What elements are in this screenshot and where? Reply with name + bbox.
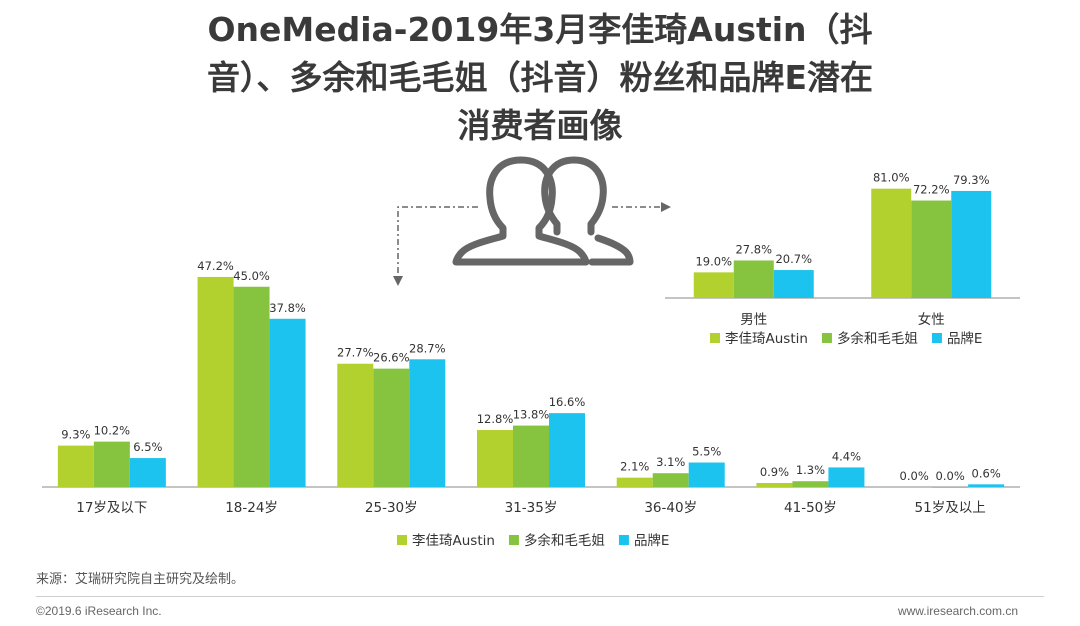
bar-1-1: [57, 445, 94, 487]
data-label: 28.7%: [409, 341, 446, 355]
title-line-2: 音）、多余和毛毛姐（抖音）粉丝和品牌E潜在: [206, 58, 874, 97]
data-label: 10.2%: [94, 424, 131, 438]
legend-swatch: [508, 535, 519, 545]
bar-2-6: [792, 481, 829, 487]
arrow-to-age-chart: [393, 206, 478, 286]
data-label: 47.2%: [197, 259, 234, 273]
title-line-3: 消费者画像: [457, 106, 623, 145]
category-label: 男性: [740, 312, 767, 328]
data-label: 20.7%: [775, 252, 812, 266]
category-label: 女性: [918, 311, 945, 328]
legend-label: 李佳琦Austin: [725, 331, 808, 347]
bar-1-1: [693, 272, 734, 298]
bar-1-2: [871, 188, 912, 298]
data-label: 5.5%: [692, 445, 721, 459]
category-label: 17岁及以下: [76, 500, 147, 516]
data-label: 16.6%: [549, 395, 586, 409]
data-label: 0.6%: [972, 466, 1001, 480]
data-label: 27.7%: [337, 346, 374, 360]
data-label: 13.8%: [513, 408, 550, 422]
data-label: 6.5%: [133, 440, 162, 454]
data-label: 45.0%: [233, 269, 270, 283]
data-label: 81.0%: [873, 171, 910, 185]
bar-2-2: [911, 200, 952, 298]
bar-2-1: [93, 441, 130, 487]
category-label: 51岁及以上: [915, 500, 986, 516]
data-label: 4.4%: [832, 449, 861, 463]
legend-swatch: [821, 333, 832, 343]
legend-label: 品牌E: [634, 532, 670, 549]
category-label: 36-40岁: [644, 500, 697, 516]
data-label: 9.3%: [61, 428, 90, 442]
bar-3-3: [409, 359, 446, 487]
data-label: 26.6%: [373, 351, 410, 365]
data-label: 72.2%: [913, 183, 950, 197]
bar-1-7: [896, 487, 933, 488]
bar-1-5: [616, 477, 653, 487]
bar-1-3: [337, 363, 374, 487]
data-label: 3.1%: [656, 455, 685, 469]
category-label: 25-30岁: [365, 500, 418, 516]
legend-label: 李佳琦Austin: [412, 533, 495, 549]
data-label: 1.3%: [796, 463, 825, 477]
bar-2-4: [513, 425, 549, 487]
age-bar-chart: 9.3% 10.2%6.5% 17岁及以下 47.2%45.0% 37.8% 18-24岁…: [42, 259, 1020, 549]
category-label: 31-35岁: [505, 500, 558, 516]
category-label: 18-24岁: [225, 500, 278, 516]
legend-swatch: [618, 535, 629, 545]
bar-3-4: [549, 413, 585, 487]
bar-3-1: [129, 458, 166, 487]
legend-swatch: [931, 333, 942, 343]
source-note: 来源：艾瑞研究院自主研究及绘制。: [36, 572, 245, 587]
bar-1-6: [756, 482, 793, 487]
bar-1-2: [197, 276, 234, 487]
data-label: 12.8%: [477, 412, 514, 426]
bar-3-1: [773, 270, 814, 298]
data-label: 0.0%: [900, 469, 929, 483]
bar-2-5: [652, 473, 689, 487]
bar-2-1: [733, 260, 774, 298]
legend-label: 多余和毛毛姐: [837, 330, 918, 347]
legend-label: 品牌E: [947, 330, 983, 347]
bar-2-2: [233, 286, 270, 487]
data-label: 0.0%: [936, 469, 965, 483]
bar-3-5: [688, 462, 725, 487]
copyright-text: ©2019.6 iResearch Inc.: [36, 604, 162, 618]
bar-2-3: [373, 368, 410, 487]
data-label: 79.3%: [953, 173, 990, 187]
bar-3-7: [968, 484, 1005, 487]
data-label: 19.0%: [695, 254, 732, 268]
data-label: 27.8%: [735, 242, 772, 256]
category-label: 41-50岁: [784, 500, 837, 516]
data-label: 2.1%: [620, 460, 649, 474]
page-title: OneMedia-2019年3月李佳琦Austin（抖 音）、多余和毛毛姐（抖音…: [140, 6, 940, 150]
bar-2-7: [932, 487, 969, 488]
title-line-1: OneMedia-2019年3月李佳琦Austin（抖: [207, 10, 873, 49]
bar-1-4: [477, 430, 513, 487]
gender-bar-chart: 19.0%27.8%20.7% 男性 81.0%72.2%79.3% 女性李佳琦Aus…: [665, 171, 1020, 347]
data-label: 37.8%: [269, 301, 306, 315]
data-label: 0.9%: [760, 465, 789, 479]
arrow-to-gender-chart: [612, 202, 671, 212]
legend-swatch: [397, 535, 407, 545]
two-people-icon: [452, 156, 634, 266]
legend-label: 多余和毛毛姐: [524, 532, 605, 549]
bar-3-6: [828, 467, 865, 487]
bar-3-2: [269, 318, 306, 487]
legend-swatch: [710, 333, 720, 343]
bar-3-2: [951, 190, 992, 298]
footer-divider: [36, 596, 1044, 597]
website-link[interactable]: www.iresearch.com.cn: [897, 604, 1018, 618]
